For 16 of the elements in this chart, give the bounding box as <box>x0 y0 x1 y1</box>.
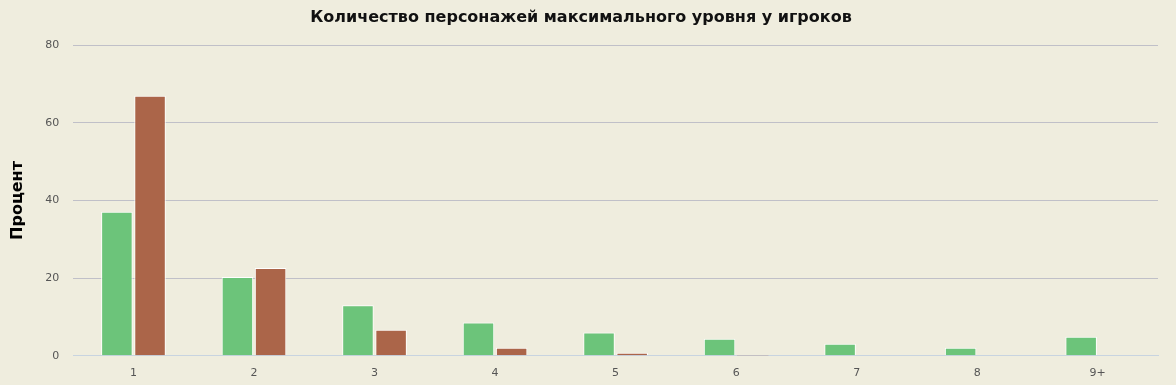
y-tick-label: 40 <box>45 193 60 207</box>
x-tick-label: 6 <box>732 366 740 380</box>
x-tick-label: 2 <box>250 366 258 380</box>
y-tick-label: 20 <box>45 271 60 285</box>
chart-title: Количество персонажей максимального уровня у игроков <box>310 6 852 26</box>
x-tick-label: 5 <box>612 366 620 380</box>
y-tick-label: 60 <box>45 115 60 129</box>
x-tick-label: 4 <box>491 366 499 380</box>
y-tick-label: 80 <box>45 38 60 52</box>
x-tick-label: 3 <box>371 366 379 380</box>
x-tick-label: 9+ <box>1089 366 1106 380</box>
y-axis-title: Процент <box>6 160 26 240</box>
x-tick-label: 8 <box>973 366 981 380</box>
x-tick-label: 7 <box>853 366 861 380</box>
y-tick-label: 0 <box>52 348 60 362</box>
x-tick-label: 1 <box>129 366 137 380</box>
